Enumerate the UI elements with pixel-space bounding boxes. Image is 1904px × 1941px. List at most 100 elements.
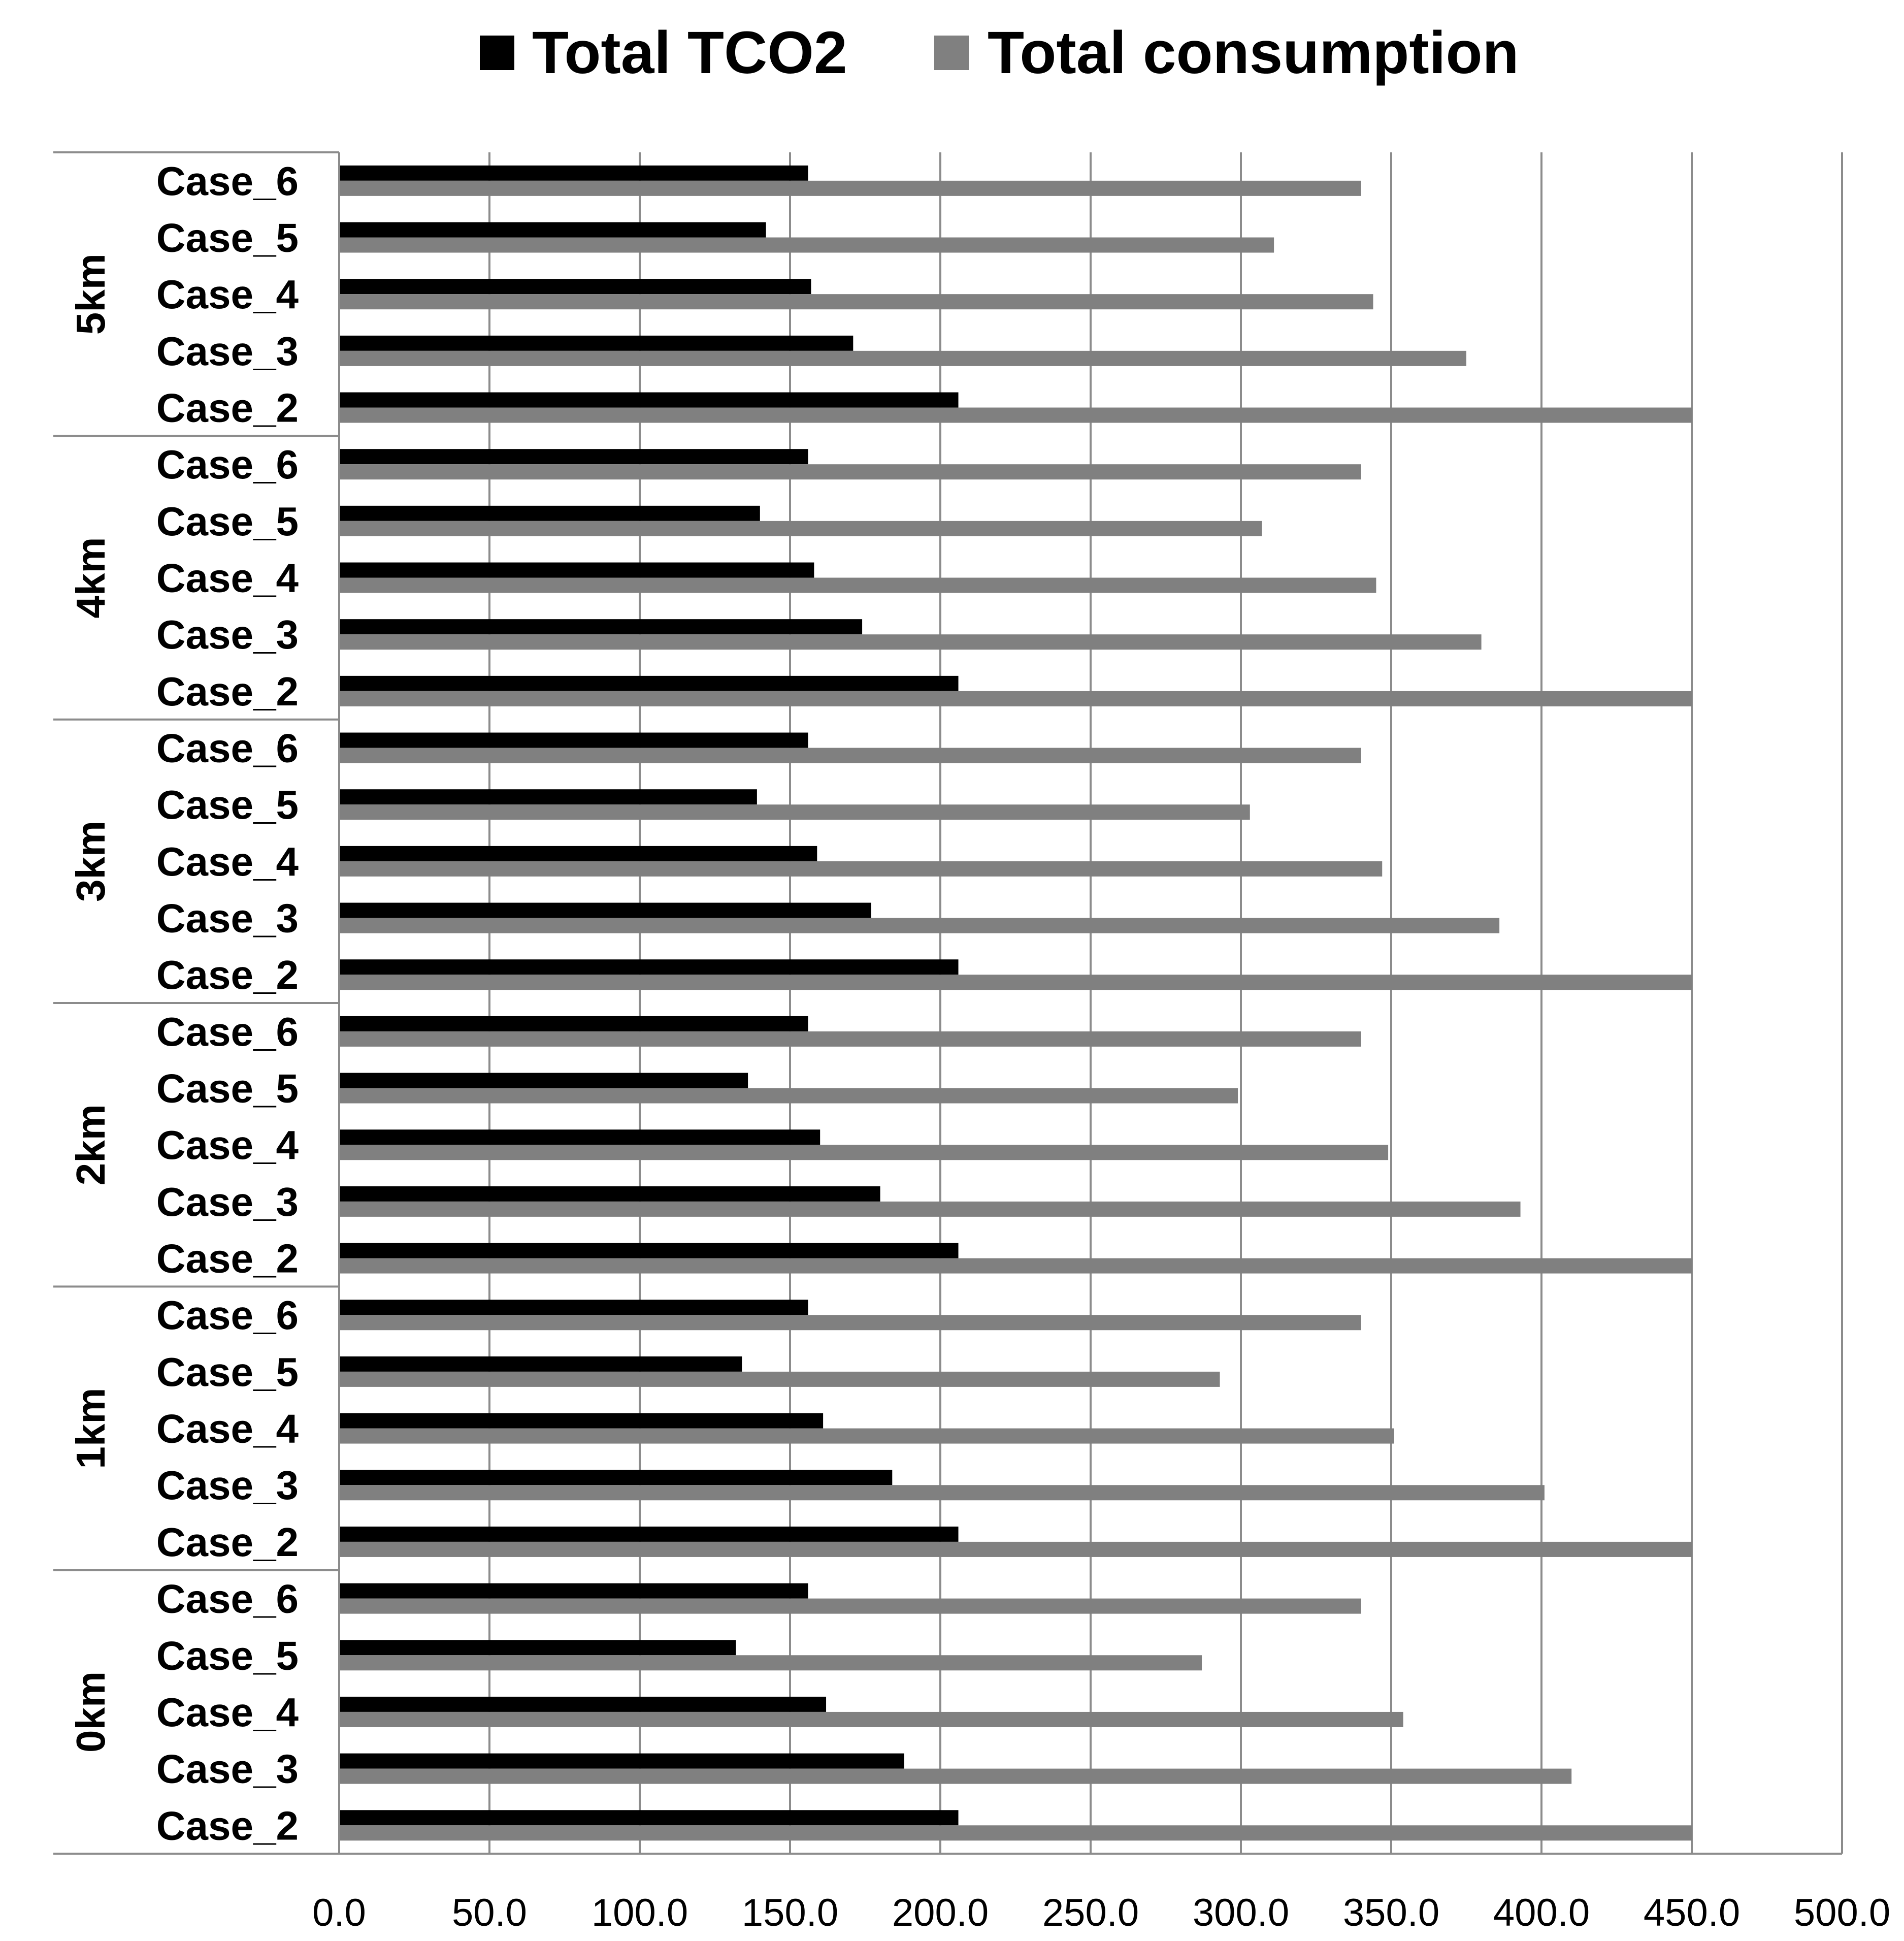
bar-1km-case-6-total-consumption [339,1315,1361,1331]
category-label: Case_3 [156,1463,299,1508]
category-label: Case_4 [156,272,299,317]
category-label: Case_5 [156,1633,299,1678]
group-label: 2km [68,1104,113,1185]
bar-2km-case-4-total-tco2 [339,1129,820,1145]
x-tick-label: 300.0 [1193,1891,1289,1934]
category-label: Case_2 [156,952,299,997]
bar-5km-case-5-total-tco2 [339,222,766,238]
bar-1km-case-6-total-tco2 [339,1300,808,1315]
bar-2km-case-4-total-consumption [339,1145,1389,1160]
bar-1km-case-2-total-consumption [339,1541,1692,1557]
x-tick-label: 350.0 [1343,1891,1439,1934]
bar-5km-case-6-total-tco2 [339,165,808,181]
category-label: Case_5 [156,1349,299,1395]
bar-4km-case-2-total-consumption [339,691,1692,706]
category-label: Case_5 [156,499,299,544]
x-tick-label: 200.0 [892,1891,989,1934]
legend: Total TCO2 Total consumption [480,19,1519,86]
x-tick-label: 400.0 [1493,1891,1590,1934]
bar-1km-case-3-total-consumption [339,1485,1545,1501]
bar-2km-case-3-total-consumption [339,1201,1521,1217]
gridlines [488,152,1843,1854]
bar-0km-case-4-total-consumption [339,1711,1403,1727]
bar-5km-case-3-total-tco2 [339,335,853,351]
category-label: Case_4 [156,1122,299,1168]
legend-label-total-consumption: Total consumption [988,19,1519,86]
category-label: Case_4 [156,1690,299,1735]
legend-label-total-tco2: Total TCO2 [532,19,847,86]
bar-3km-case-3-total-consumption [339,918,1500,933]
x-axis-ticks: 0.0 50.0 100.0 150.0 200.0 250.0 300.0 350.0 400… [312,1891,1890,1934]
bar-3km-case-6-total-consumption [339,748,1361,763]
bar-5km-case-3-total-consumption [339,350,1466,366]
x-tick-label: 500.0 [1794,1891,1890,1934]
category-label: Case_5 [156,782,299,827]
axes [53,151,1842,1855]
category-label: Case_5 [156,215,299,261]
category-labels: Case_6 Case_5 Case_4 Case_3 Case_2 5km Case_6 C… [68,158,299,1848]
bar-3km-case-6-total-tco2 [339,732,808,748]
bar-1km-case-5-total-consumption [339,1371,1220,1387]
bar-5km-case-2-total-tco2 [339,392,959,408]
group-label: 3km [68,821,113,902]
x-tick-label: 150.0 [742,1891,838,1934]
bar-2km-case-2-total-consumption [339,1258,1692,1274]
bar-4km-case-2-total-tco2 [339,675,959,691]
bar-3km-case-4-total-consumption [339,861,1383,877]
x-tick-label: 100.0 [592,1891,688,1934]
bar-0km-case-2-total-tco2 [339,1810,959,1826]
bar-2km-case-2-total-tco2 [339,1243,959,1258]
category-label: Case_3 [156,612,299,657]
legend-swatch-total-consumption [934,36,969,70]
group-label: 4km [68,537,113,618]
bar-4km-case-3-total-tco2 [339,619,863,635]
category-label: Case_6 [156,1292,299,1338]
category-label: Case_6 [156,1009,299,1054]
bar-4km-case-6-total-tco2 [339,449,808,465]
bar-4km-case-4-total-consumption [339,577,1376,593]
bar-2km-case-6-total-tco2 [339,1016,808,1031]
bar-0km-case-2-total-consumption [339,1825,1692,1841]
category-label: Case_2 [156,669,299,714]
category-label: Case_2 [156,1803,299,1848]
bar-2km-case-6-total-consumption [339,1031,1361,1047]
bar-1km-case-2-total-tco2 [339,1526,959,1542]
bar-2km-case-3-total-tco2 [339,1186,880,1202]
bar-5km-case-5-total-consumption [339,237,1274,253]
bar-4km-case-5-total-consumption [339,521,1262,536]
bar-5km-case-4-total-tco2 [339,279,811,295]
bar-4km-case-5-total-tco2 [339,505,760,521]
category-label: Case_2 [156,1236,299,1281]
bar-4km-case-3-total-consumption [339,634,1482,650]
x-tick-label: 450.0 [1644,1891,1740,1934]
bar-3km-case-4-total-tco2 [339,846,817,861]
bar-3km-case-5-total-tco2 [339,789,757,805]
category-label: Case_6 [156,158,299,204]
category-label: Case_3 [156,896,299,941]
bar-0km-case-3-total-tco2 [339,1753,904,1769]
bars [339,165,1692,1841]
x-tick-label: 0.0 [312,1891,366,1934]
bar-0km-case-5-total-tco2 [339,1640,736,1656]
bar-3km-case-2-total-tco2 [339,959,959,975]
category-label: Case_4 [156,839,299,884]
bar-0km-case-4-total-tco2 [339,1696,827,1712]
bar-3km-case-3-total-tco2 [339,902,871,918]
bar-3km-case-5-total-consumption [339,804,1250,820]
group-label: 5km [68,253,113,335]
category-label: Case_4 [156,1406,299,1451]
bar-5km-case-2-total-consumption [339,407,1692,423]
category-label: Case_3 [156,1746,299,1792]
category-label: Case_4 [156,556,299,601]
bar-0km-case-6-total-consumption [339,1598,1361,1614]
bar-1km-case-5-total-tco2 [339,1356,742,1372]
bar-0km-case-6-total-tco2 [339,1583,808,1599]
group-label: 1km [68,1388,113,1469]
bar-3km-case-2-total-consumption [339,975,1692,990]
bar-1km-case-4-total-tco2 [339,1413,824,1429]
bar-5km-case-6-total-consumption [339,180,1361,196]
group-label: 0km [68,1671,113,1753]
bar-4km-case-6-total-consumption [339,464,1361,480]
bar-0km-case-5-total-consumption [339,1655,1202,1671]
